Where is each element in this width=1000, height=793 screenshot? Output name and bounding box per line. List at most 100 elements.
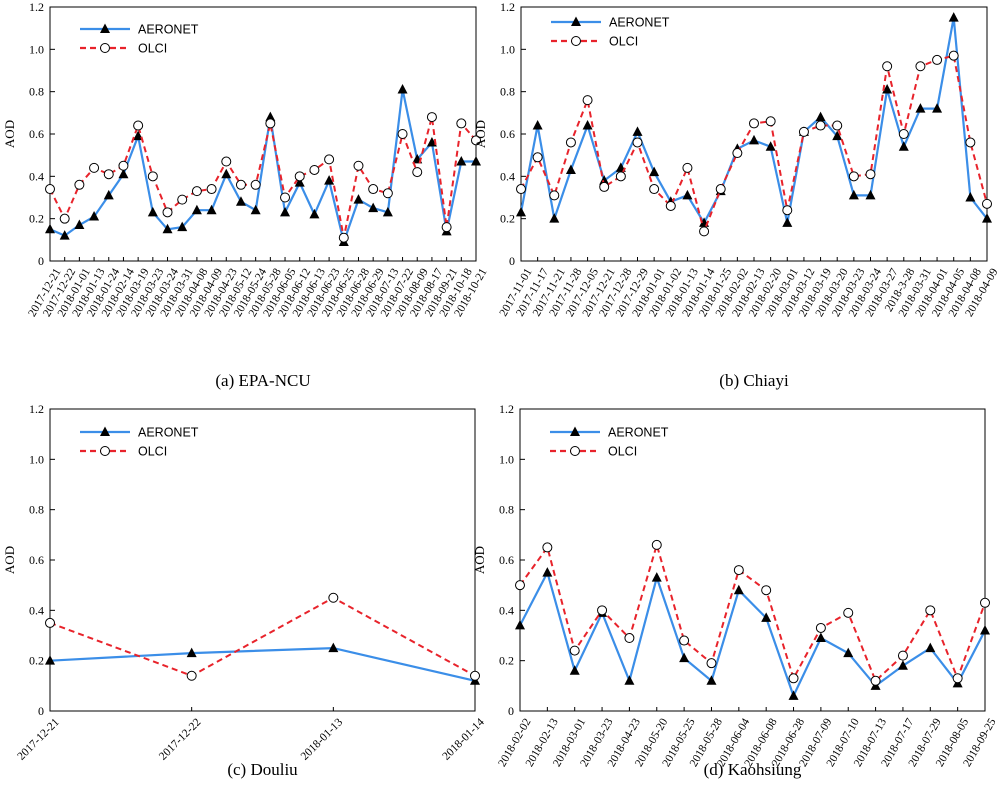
data-point-aeronet [948,12,959,22]
data-point-olci [59,213,70,224]
x-tick-label: 2018-01-13 [299,716,346,763]
data-point-aeronet [542,567,553,577]
data-point-olci [582,95,593,106]
data-point-olci [542,542,553,553]
data-point-aeronet [882,84,893,94]
y-tick-label: 0 [508,704,514,718]
legend-label-olci: OLCI [138,42,167,56]
data-point-olci [74,179,85,190]
y-tick-label: 0.6 [500,127,515,141]
data-point-aeronet [294,177,305,187]
data-point-aeronet [147,206,158,217]
data-point-aeronet [328,642,339,653]
data-point-olci [250,179,261,190]
panel-caption: (c) Douliu [227,760,298,779]
y-tick-label: 0 [38,254,44,268]
data-point-aeronet [206,204,217,215]
data-point-aeronet [191,204,202,215]
data-point-olci [162,207,173,218]
data-point-olci [177,194,188,205]
y-tick-label: 0.4 [29,169,44,183]
data-point-olci [353,160,364,171]
data-point-olci [870,675,881,686]
data-point-olci [915,61,926,72]
data-point-aeronet [765,141,776,151]
data-point-aeronet [925,642,936,653]
data-point-olci [733,565,744,576]
y-tick-label: 0.6 [29,127,44,141]
y-tick-label: 0.4 [500,169,515,183]
data-point-olci [632,137,643,148]
y-axis-label: AOD [473,120,488,148]
x-tick-label: 2017-12-22 [157,716,204,763]
data-point-olci [147,171,158,182]
x-tick-label: 2017-12-21 [15,716,62,763]
y-tick-label: 0.8 [499,503,514,517]
data-point-aeronet [682,189,693,200]
data-point-aeronet [788,690,799,700]
data-point-olci [815,622,826,633]
data-point-olci [843,607,854,618]
data-point-aeronet [353,194,364,204]
data-point-olci [328,592,339,603]
data-point-aeronet [265,111,276,122]
data-point-olci [89,162,100,173]
data-point-aeronet [368,202,379,213]
data-point-olci [932,54,943,65]
x-tick-label: 2018-01-14 [440,716,487,763]
data-point-olci [265,118,276,129]
series-line-aeronet [519,569,986,699]
data-point-olci [982,198,992,209]
data-point-aeronet [186,647,197,658]
data-point-olci [788,673,799,684]
series-line-aeronet [49,646,476,682]
data-point-aeronet [651,572,662,582]
y-tick-label: 1.2 [499,402,514,416]
y-axis-label: AOD [2,546,17,574]
data-point-aeronet [549,213,560,223]
data-point-aeronet [965,192,976,202]
y-tick-label: 0.2 [29,654,44,668]
data-point-olci [597,605,608,616]
data-point-olci [980,597,990,608]
data-point-olci [280,192,291,203]
data-point-olci [615,171,626,182]
data-point-aeronet [565,164,576,174]
data-point-aeronet [733,584,744,595]
legend-label-olci: OLCI [608,445,637,459]
data-point-olci [882,61,893,72]
data-point-olci [565,137,576,148]
panel-caption: (a) EPA-NCU [215,371,310,390]
data-point-aeronet [426,136,437,147]
legend-marker-aeronet [100,23,110,33]
data-point-olci [45,617,55,628]
panel-caption: (b) Chiayi [719,371,789,390]
data-point-aeronet [59,230,70,240]
data-point-olci [832,120,843,131]
y-tick-label: 1.2 [500,0,515,14]
data-point-aeronet [599,175,610,185]
y-tick-label: 0.8 [29,503,44,517]
data-point-olci [103,169,114,180]
legend-marker-olci [100,446,110,456]
y-tick-label: 0.6 [29,553,44,567]
y-tick-label: 1.2 [29,0,44,14]
data-point-aeronet [103,189,114,200]
legend-marker-aeronet [570,426,580,436]
y-tick-label: 0 [509,254,515,268]
y-tick-label: 1.0 [500,42,515,56]
data-point-aeronet [865,189,876,200]
data-point-aeronet [118,168,129,179]
data-point-aeronet [915,103,926,113]
data-point-aeronet [516,206,526,217]
data-point-olci [549,190,560,201]
data-point-aeronet [324,175,335,185]
data-point-aeronet [250,204,261,215]
legend-marker-aeronet [571,16,581,26]
data-point-aeronet [89,211,100,221]
y-tick-label: 1.2 [29,402,44,416]
data-point-olci [324,154,335,165]
data-point-olci [948,50,959,61]
legend-label-aeronet: AERONET [138,23,199,37]
data-point-olci [186,670,197,681]
